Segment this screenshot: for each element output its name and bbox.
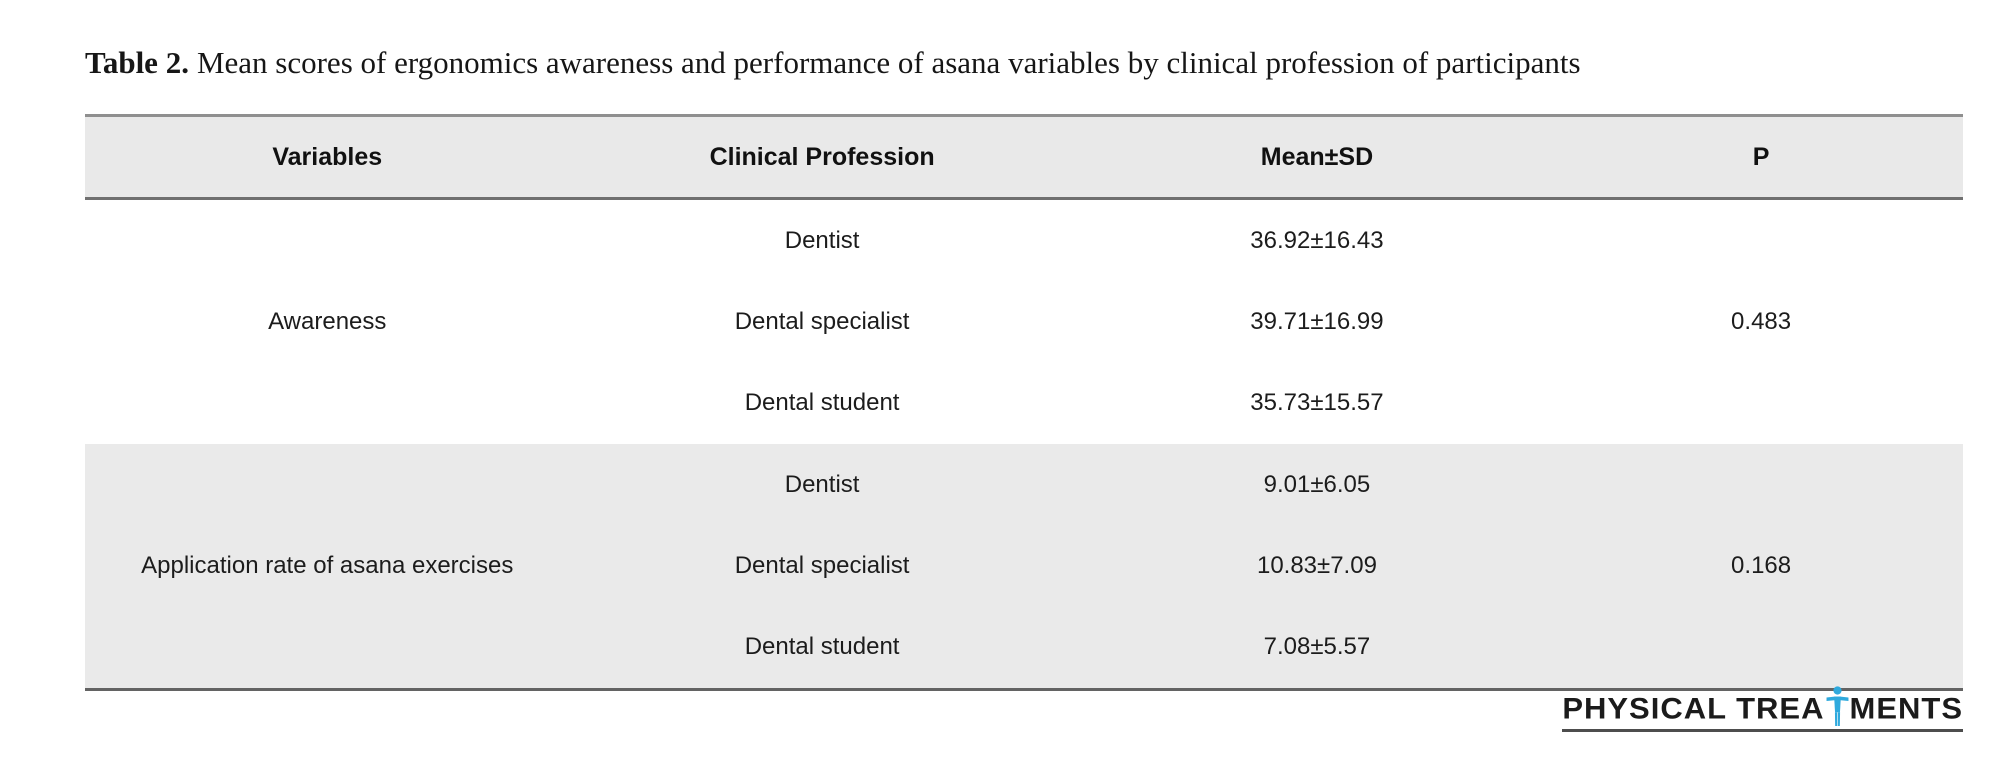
variable-cell: Application rate of asana exercises [141, 552, 514, 579]
table-group-awareness: Awareness Dentist 36.92±16.43 Dental spe… [85, 200, 1963, 444]
profession-cell: Dentist [784, 226, 860, 254]
mean-sd-cell: 36.92±16.43 [1250, 226, 1384, 254]
profession-cell: Dental student [744, 633, 900, 661]
variable-cell: Awareness [268, 308, 387, 335]
journal-logo-row: PHYSICAL TREA MENTS [1562, 686, 1963, 726]
data-table: Variables Clinical Profession Mean±SD P … [85, 114, 1963, 691]
column-header-mean-sd: Mean±SD [1260, 142, 1374, 171]
person-icon [1826, 686, 1848, 726]
profession-cell: Dental student [744, 389, 900, 417]
column-header-p: P [1752, 142, 1770, 171]
table-caption: Table 2. Mean scores of ergonomics awaren… [85, 44, 1963, 82]
profession-cell: Dental specialist [734, 307, 910, 335]
journal-logo-text-right: MENTS [1849, 691, 1963, 726]
column-header-variables: Variables [272, 142, 383, 171]
journal-logo-text-left: PHYSICAL TREA [1562, 691, 1825, 726]
table-header-row: Variables Clinical Profession Mean±SD P [85, 117, 1963, 200]
mean-sd-cell: 39.71±16.99 [1250, 307, 1384, 335]
p-value-cell: 0.168 [1731, 552, 1792, 579]
p-value-cell: 0.483 [1731, 308, 1792, 335]
journal-logo: PHYSICAL TREA MENTS [1562, 686, 1963, 732]
mean-sd-cell: 10.83±7.09 [1256, 551, 1377, 579]
profession-cell: Dentist [784, 470, 860, 498]
table-caption-text: Mean scores of ergonomics awareness and … [196, 45, 1581, 80]
table-group-application-rate: Application rate of asana exercises Dent… [85, 444, 1963, 688]
column-header-clinical-profession: Clinical Profession [709, 142, 935, 171]
mean-sd-cell: 9.01±6.05 [1263, 470, 1371, 498]
table-caption-number: Table 2. [85, 45, 189, 80]
mean-sd-cell: 7.08±5.57 [1263, 633, 1371, 661]
mean-sd-cell: 35.73±15.57 [1250, 389, 1384, 417]
profession-cell: Dental specialist [734, 551, 910, 579]
